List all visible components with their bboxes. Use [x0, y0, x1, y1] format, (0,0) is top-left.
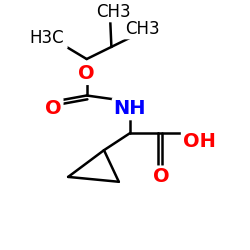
Text: O: O — [78, 64, 95, 83]
Text: CH3: CH3 — [124, 20, 161, 38]
Text: H3C: H3C — [28, 30, 66, 48]
Text: O: O — [45, 99, 62, 118]
Text: H3C: H3C — [30, 30, 64, 48]
Text: O: O — [45, 99, 62, 118]
Text: OH: OH — [183, 132, 216, 151]
Text: OH: OH — [183, 132, 216, 151]
Text: NH: NH — [114, 99, 146, 118]
Text: O: O — [78, 64, 95, 83]
Text: O: O — [152, 168, 169, 186]
Text: NH: NH — [114, 99, 146, 118]
Text: CH3: CH3 — [125, 20, 160, 38]
Text: CH3: CH3 — [95, 3, 133, 21]
Text: CH3: CH3 — [96, 3, 131, 21]
Text: O: O — [152, 168, 169, 186]
